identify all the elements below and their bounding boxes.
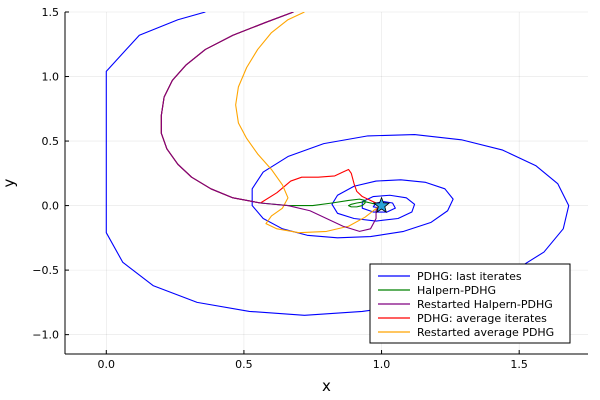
legend-label-0: PDHG: last iterates: [417, 270, 522, 283]
x-axis-label: x: [322, 377, 331, 395]
series-line-4: [235, 12, 382, 234]
y-tick-label-5: 1.5: [42, 6, 60, 19]
y-tick-label-1: −0.5: [32, 264, 59, 277]
series-line-2: [160, 12, 382, 232]
legend-label-4: Restarted average PDHG: [417, 326, 554, 339]
y-tick-labels: −1.0 −0.5 0.0 0.5 1.0 1.5: [32, 6, 59, 342]
grid: [65, 11, 588, 354]
y-tick-label-0: −1.0: [32, 329, 59, 342]
axes: [64, 11, 588, 355]
y-axis-label: y: [0, 178, 18, 187]
x-tick-label-2: 1.0: [373, 358, 391, 371]
y-tick-label-3: 0.5: [42, 135, 60, 148]
y-tick-label-2: 0.0: [42, 200, 60, 213]
star-marker: [372, 196, 391, 213]
x-tick-label-1: 0.5: [235, 358, 253, 371]
marker-layer: [372, 196, 391, 213]
legend: PDHG: last iteratesHalpern-PDHGRestarted…: [369, 263, 571, 344]
legend-label-3: PDHG: average iterates: [417, 312, 547, 325]
x-tick-label-0: 0.0: [98, 358, 116, 371]
legend-label-1: Halpern-PDHG: [417, 284, 496, 297]
x-tick-labels: 0.0 0.5 1.0 1.5: [98, 358, 528, 371]
x-tick-label-3: 1.5: [510, 358, 528, 371]
legend-label-2: Restarted Halpern-PDHG: [417, 298, 553, 311]
y-tick-label-4: 1.0: [42, 71, 60, 84]
